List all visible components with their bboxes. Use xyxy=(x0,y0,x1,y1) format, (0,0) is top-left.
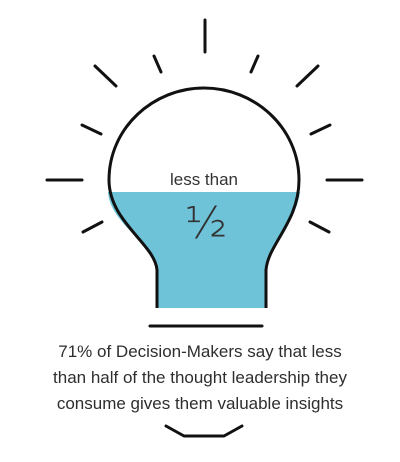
caption-line-2: than half of the thought leadership they xyxy=(53,368,347,387)
bulb-label-less-than: less than xyxy=(170,170,238,189)
ray-top-right-inner xyxy=(249,54,260,74)
bulb-water-fill xyxy=(108,192,300,308)
ray-low-right xyxy=(308,220,331,234)
bulb-outline xyxy=(107,86,301,308)
light-rays xyxy=(45,18,364,234)
ray-top-left-outer xyxy=(93,64,118,88)
ray-mid-right xyxy=(309,123,332,136)
bottom-bracket-ornament xyxy=(164,424,244,438)
bulb-label-fraction: ½ xyxy=(185,198,228,249)
ray-top-right-outer xyxy=(295,64,320,88)
ray-low-left xyxy=(81,220,104,234)
caption-text: 71% of Decision-Makers say that less tha… xyxy=(0,339,400,417)
caption-line-3: consume gives them valuable insights xyxy=(56,394,344,413)
ray-mid-left xyxy=(80,123,103,136)
ray-top-left-inner xyxy=(152,54,163,74)
caption-line-1: 71% of Decision-Makers say that less xyxy=(58,342,342,361)
